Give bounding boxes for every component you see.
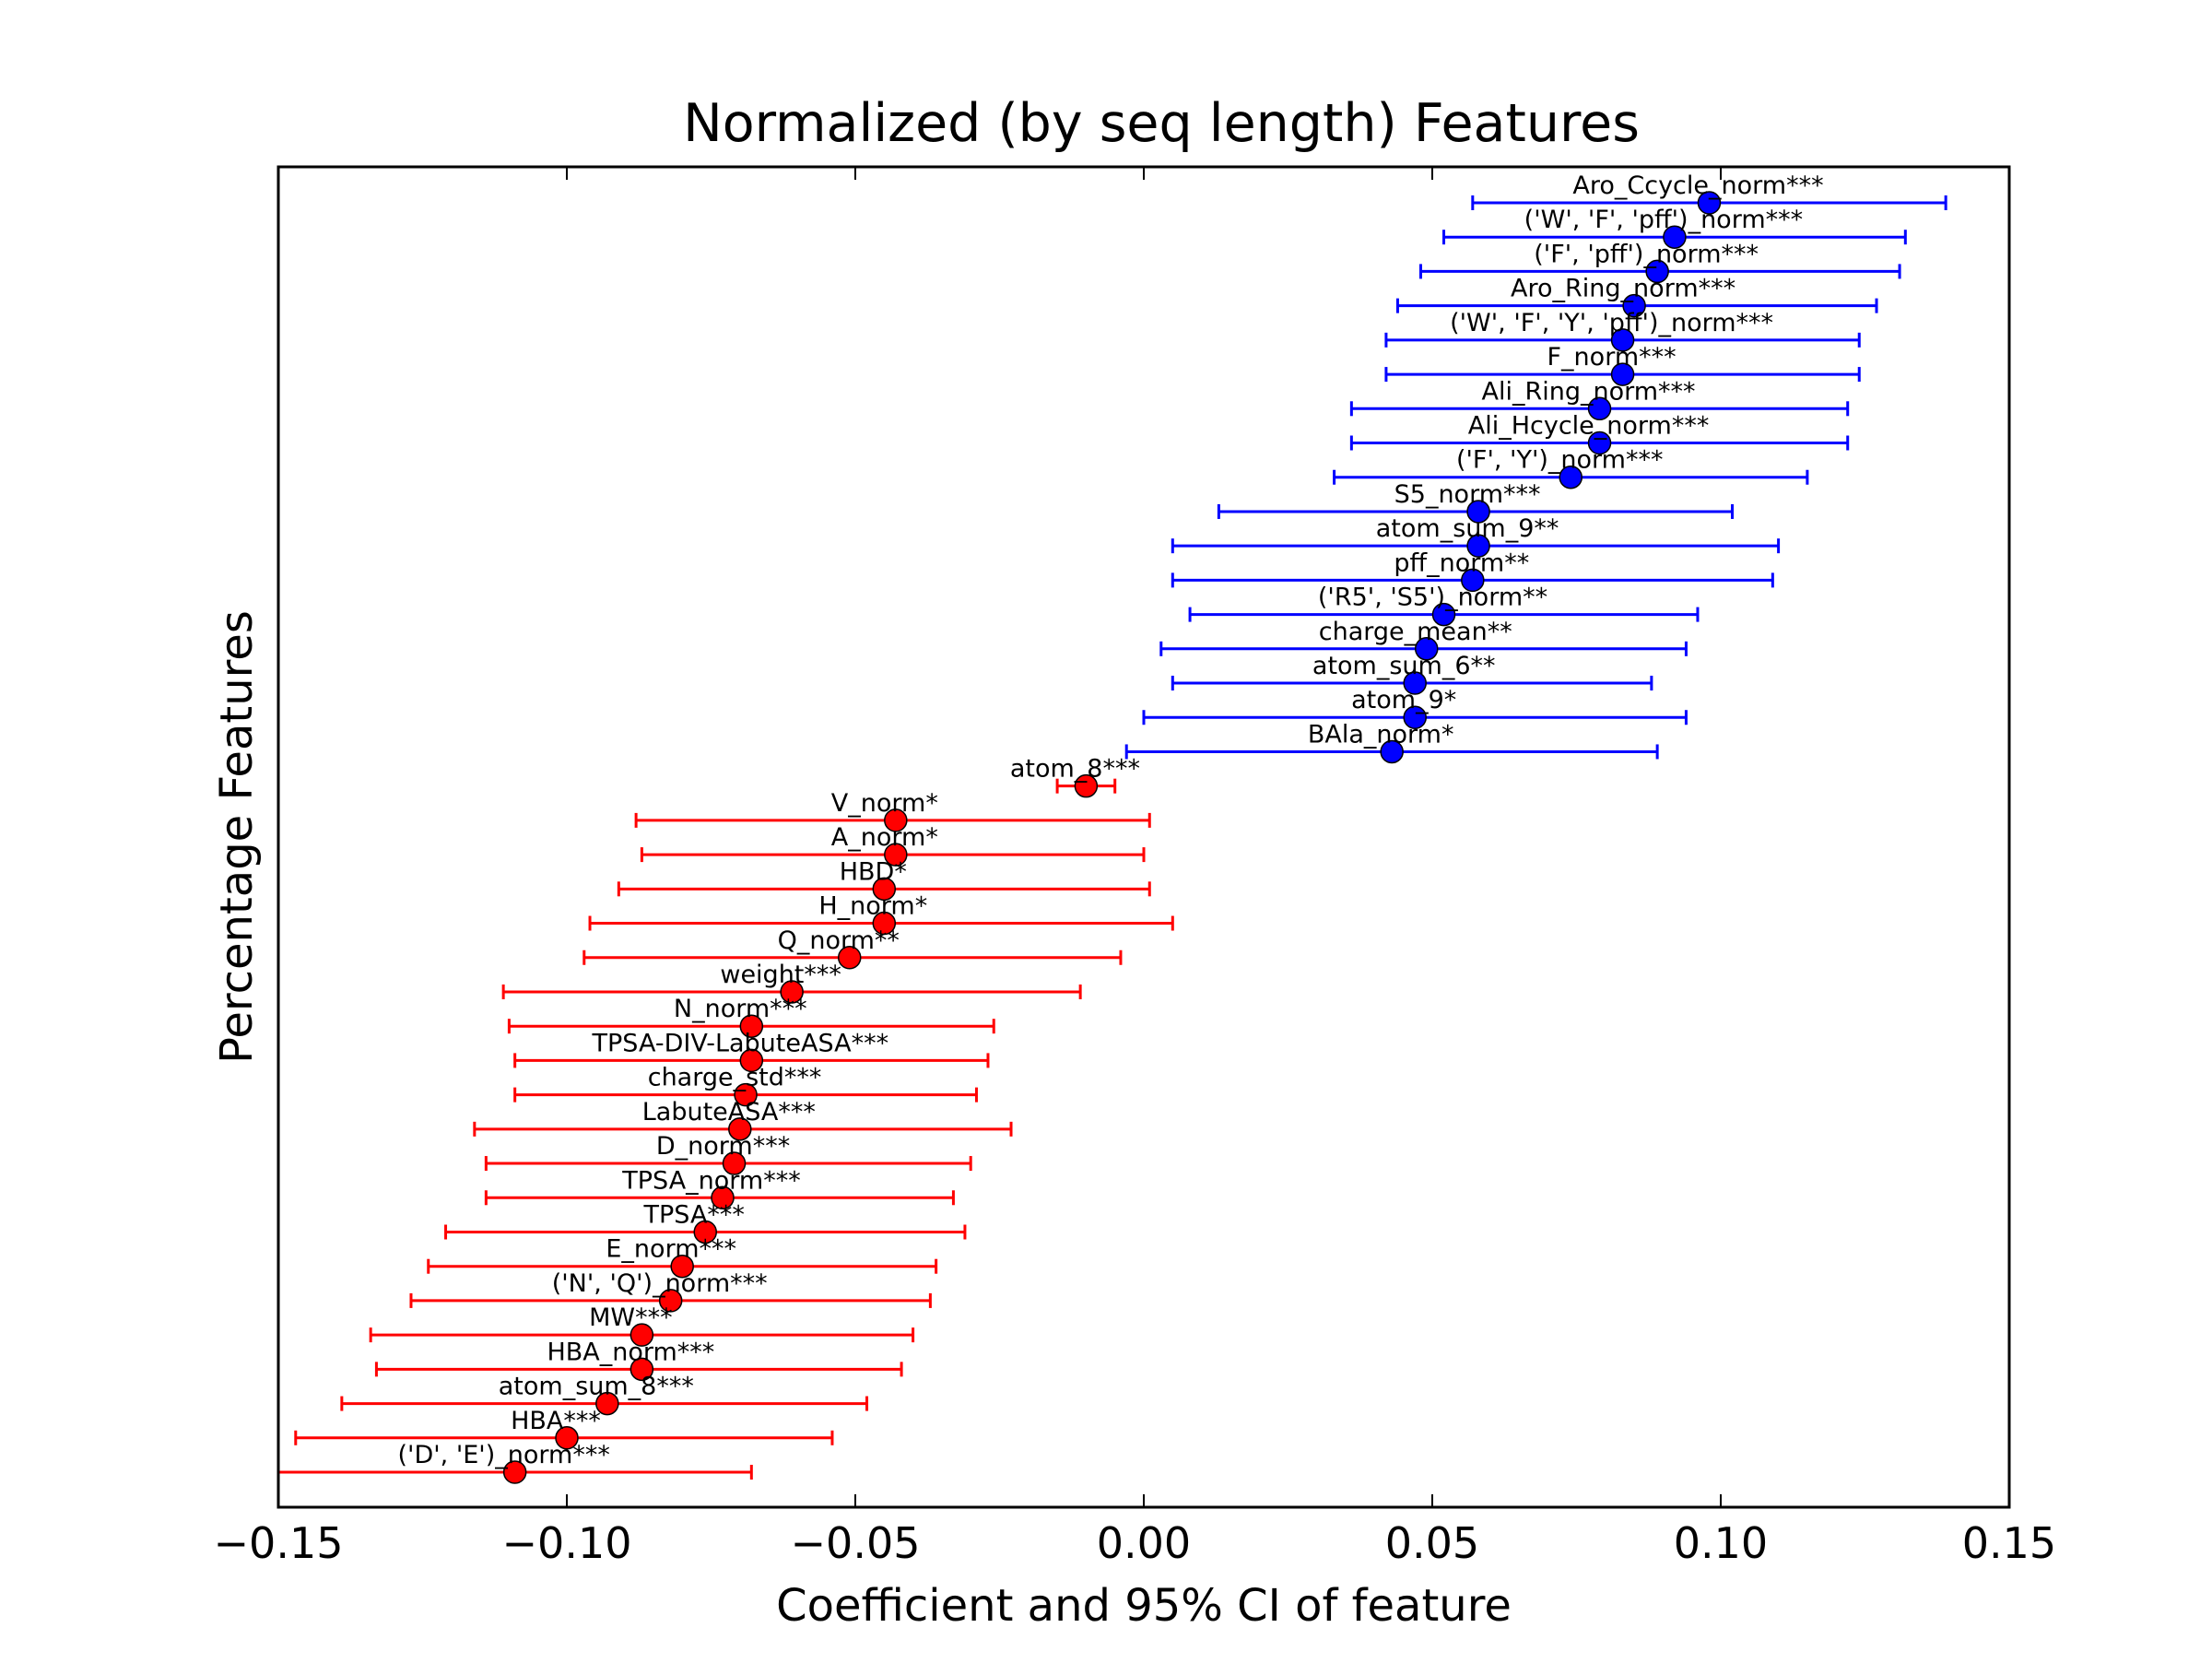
x-tick-label: −0.10 (502, 1518, 632, 1568)
feature-label: BAla_norm* (1308, 720, 1454, 749)
feature-label: ('N', 'Q')_norm*** (552, 1269, 768, 1298)
coefficient-point (1587, 396, 1612, 421)
feature-label: Aro_Ring_norm*** (1511, 275, 1735, 303)
coefficient-point (1587, 430, 1612, 455)
coefficient-point (629, 1357, 654, 1382)
coefficient-point (1610, 328, 1635, 352)
feature-label: F_norm*** (1547, 343, 1677, 372)
coefficient-point (670, 1254, 694, 1279)
feature-label: TPSA-DIV-LabuteASA*** (592, 1029, 889, 1057)
plot-marks: Aro_Ccycle_norm*** ('W', 'F', 'pff')_norm… (276, 171, 1947, 1484)
feature-label: H_norm* (818, 892, 927, 921)
x-tick-label: −0.15 (214, 1518, 344, 1568)
coefficient-point (1645, 259, 1669, 284)
feature-label: TPSA*** (643, 1200, 745, 1229)
feature-label: charge_std*** (648, 1064, 822, 1092)
x-tick-label: 0.15 (1962, 1518, 2056, 1568)
feature-label: Ali_Hcycle_norm*** (1468, 412, 1710, 441)
feature-label: TPSA_norm*** (621, 1166, 800, 1195)
x-tick-label: −0.05 (791, 1518, 921, 1568)
coefficient-point (693, 1220, 717, 1244)
feature-label: D_norm*** (656, 1132, 790, 1161)
coefficient-point (1466, 534, 1490, 558)
coefficient-point (1403, 671, 1427, 695)
coefficient-point (555, 1426, 579, 1450)
coefficient-point (884, 843, 908, 867)
x-tick-label: 0.05 (1385, 1518, 1479, 1568)
coefficient-point (1610, 362, 1635, 386)
coefficient-point (1461, 568, 1485, 593)
feature-label: ('F', 'Y')_norm*** (1456, 446, 1664, 475)
x-axis-label: Coefficient and 95% CI of feature (776, 1580, 1512, 1632)
feature-label: ('W', 'F', 'pff')_norm*** (1524, 206, 1803, 234)
coefficient-point (502, 1460, 527, 1484)
coefficient-point (728, 1117, 752, 1141)
feature-label: ('W', 'F', 'Y', 'pff')_norm*** (1450, 309, 1773, 337)
coefficient-point (739, 1048, 764, 1073)
coefficient-point (734, 1082, 758, 1107)
feature-label: LabuteASA*** (642, 1098, 816, 1126)
feature-label: atom_sum_8*** (499, 1373, 694, 1401)
coefficient-point (1074, 773, 1099, 798)
coefficient-point (1663, 225, 1687, 249)
coefficient-point (780, 980, 804, 1004)
coefficient-point (658, 1289, 683, 1313)
feature-label: pff_norm** (1394, 548, 1529, 577)
coefficient-point (1431, 602, 1456, 627)
feature-label: MW*** (589, 1303, 673, 1332)
feature-label: ('D', 'E')_norm*** (397, 1441, 609, 1469)
feature-label: atom_sum_6** (1312, 652, 1496, 680)
chart-title: Normalized (by seq length) Features (683, 93, 1640, 154)
coefficient-point (1466, 500, 1490, 524)
coefficient-point (1697, 191, 1722, 215)
feature-label: atom_sum_9** (1376, 514, 1559, 543)
coefficient-point (629, 1323, 654, 1347)
feature-label: atom_9* (1351, 686, 1456, 714)
coefficient-point (1559, 465, 1583, 489)
feature-label: S5_norm*** (1394, 480, 1541, 509)
coefficient-point (595, 1391, 619, 1416)
coefficient-point (1622, 293, 1646, 318)
plot-frame (276, 165, 2011, 1509)
feature-label: N_norm*** (674, 995, 807, 1023)
coefficient-point (872, 877, 897, 902)
feature-label: ('F', 'pff')_norm*** (1534, 240, 1759, 268)
feature-label: weight*** (720, 961, 841, 989)
coefficient-point (884, 808, 908, 832)
feature-label: HBA_norm*** (547, 1338, 714, 1366)
coefficient-point (739, 1014, 764, 1038)
feature-label: V_norm* (831, 789, 938, 818)
coefficient-point (1414, 637, 1439, 661)
y-axis-label: Percentage Features (211, 610, 263, 1064)
feature-label: ('R5', 'S5')_norm** (1318, 584, 1547, 612)
coefficient-point (711, 1185, 735, 1210)
feature-label: Ali_Ring_norm*** (1482, 377, 1696, 406)
feature-label: HBD* (840, 857, 907, 886)
feature-label: Q_norm** (778, 926, 900, 955)
coefficient-point (1403, 705, 1427, 729)
x-axis: −0.15 −0.10 −0.05 0.00 0.05 0.10 0.15 (214, 167, 2056, 1568)
feature-label: charge_mean** (1319, 618, 1512, 646)
coefficient-point (722, 1151, 747, 1175)
x-tick-label: 0.00 (1097, 1518, 1191, 1568)
coefficient-point (837, 946, 862, 970)
feature-label: E_norm*** (606, 1235, 736, 1264)
feature-label: HBA*** (511, 1407, 601, 1435)
coefficient-point (1380, 739, 1404, 764)
x-tick-label: 0.10 (1674, 1518, 1768, 1568)
feature-label: A_norm* (831, 823, 938, 852)
coefficient-point (872, 911, 897, 936)
feature-label: atom_8*** (1010, 755, 1140, 784)
feature-label: Aro_Ccycle_norm*** (1572, 171, 1823, 200)
